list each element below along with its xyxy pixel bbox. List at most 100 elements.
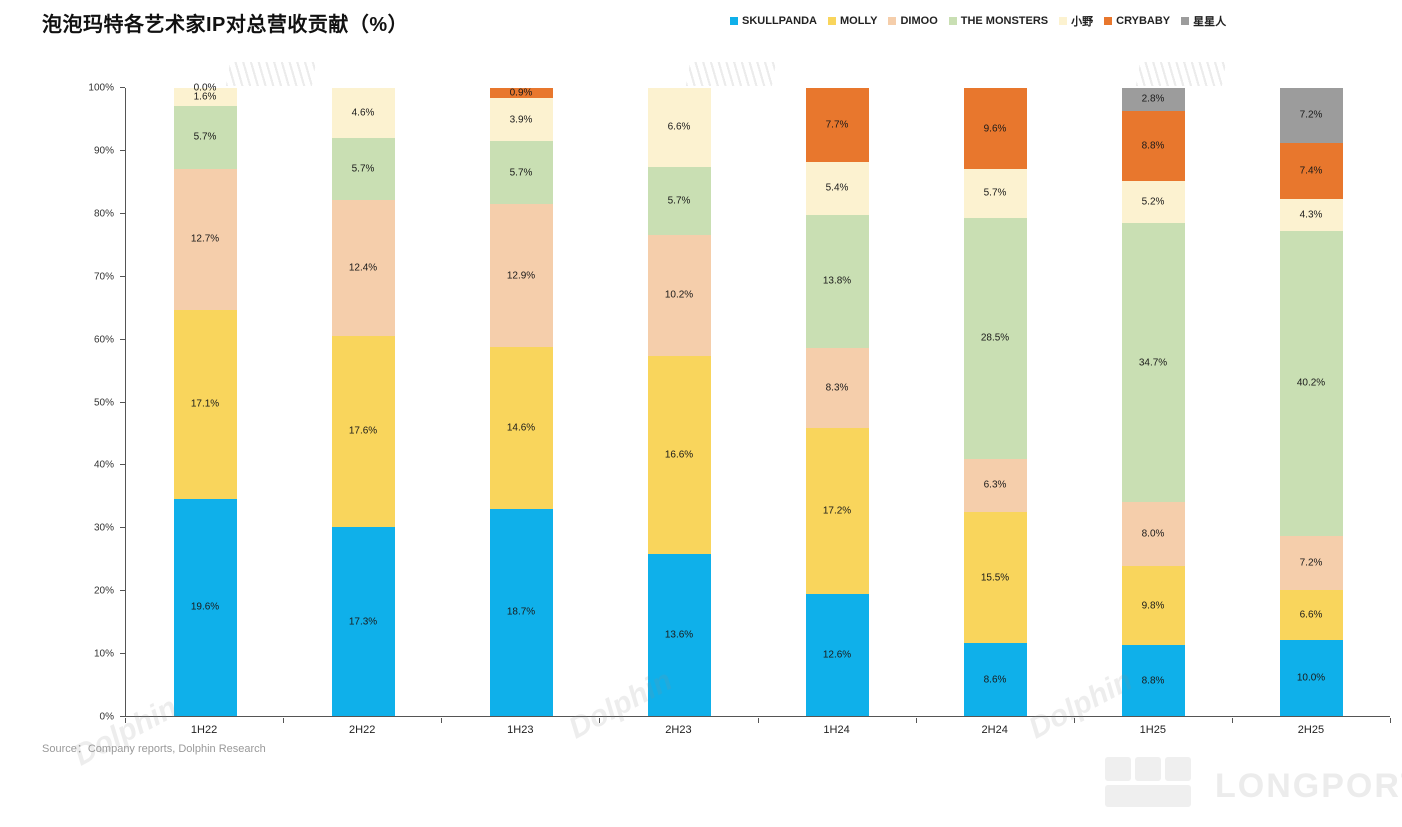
data-label: 12.6% [822, 649, 852, 661]
legend-swatch [827, 17, 836, 25]
data-label: 5.7% [193, 131, 217, 143]
segment-the-monsters: 5.7% [173, 105, 237, 169]
segment-小野: 5.7% [963, 169, 1027, 218]
legend-swatch [948, 17, 957, 25]
stacked-bar-2h25: 10.0% 6.6% 7.2% 40.2% 4.3% 7.4% 7.2% [1279, 88, 1343, 716]
segment-小野: 1.6% [173, 88, 237, 106]
segment-the-monsters: 40.2% [1279, 231, 1343, 536]
y-tick-label: 90% [93, 145, 114, 157]
bar-slot-1h22: 19.6% 17.1% 12.7% 5.7% 1.6% 0.0% [126, 83, 284, 716]
x-tick-label: 2H22 [349, 724, 376, 736]
y-tick-label: 20% [93, 585, 114, 597]
data-label: 10.2% [664, 289, 694, 301]
segment-小野: 4.3% [1279, 198, 1343, 232]
data-label: 5.7% [667, 195, 691, 207]
segment-dimoo: 12.7% [173, 168, 237, 310]
data-label: 18.7% [506, 606, 536, 618]
y-tick-mark [120, 527, 125, 529]
data-label: 1.6% [193, 91, 217, 103]
segment-小野: 5.4% [805, 162, 869, 215]
segment-molly: 17.2% [805, 428, 869, 595]
segment-dimoo: 12.4% [331, 200, 395, 336]
legend-swatch [1059, 17, 1068, 25]
legend-item-小野: 小野 [1059, 13, 1093, 29]
x-tick-label: 1H24 [823, 724, 850, 736]
y-tick-mark [120, 275, 125, 277]
watermark-hatch [225, 62, 317, 86]
data-label: 34.7% [1138, 357, 1168, 369]
source-note: Source：Company reports, Dolphin Research [42, 743, 266, 755]
data-label: 12.4% [348, 262, 378, 274]
bar-slot-2h25: 10.0% 6.6% 7.2% 40.2% 4.3% 7.4% 7.2% [1232, 88, 1390, 716]
data-label: 6.3% [983, 479, 1007, 491]
plot-area: 19.6% 17.1% 12.7% 5.7% 1.6% 0.0% 17.3% 17.6% 12.… [125, 83, 1390, 717]
data-label: 17.6% [348, 425, 378, 437]
data-label: 8.8% [1141, 140, 1165, 152]
bar-slot-2h24: 8.6% 15.5% 6.3% 28.5% 5.7% 9.6% [916, 88, 1074, 716]
segment-dimoo: 7.2% [1279, 535, 1343, 591]
x-axis-labels: 1H22 2H22 1H23 2H23 1H24 2H24 1H25 2H25 [125, 724, 1390, 736]
segment-dimoo: 8.3% [805, 347, 869, 429]
longport-logo-text: LONGPORT [1215, 766, 1402, 805]
y-tick-mark [120, 716, 125, 717]
segment-skullpanda: 13.6% [647, 553, 711, 716]
segment-crybaby: 7.4% [1279, 142, 1343, 199]
stacked-bar-1h22: 19.6% 17.1% 12.7% 5.7% 1.6% 0.0% [173, 83, 237, 716]
x-tick-label: 1H25 [1139, 724, 1166, 736]
data-label: 9.6% [983, 123, 1007, 135]
y-tick-label: 40% [93, 459, 114, 471]
segment-skullpanda: 10.0% [1279, 640, 1343, 716]
segment-小野: 4.6% [331, 88, 395, 139]
data-label: 12.7% [190, 233, 220, 245]
legend-swatch [730, 17, 738, 25]
data-label: 2.8% [1141, 93, 1165, 105]
data-label: 17.1% [190, 398, 220, 410]
segment-crybaby: 7.7% [805, 88, 869, 163]
segment-dimoo: 8.0% [1121, 502, 1185, 567]
data-label: 6.6% [1299, 609, 1323, 621]
y-tick-mark [120, 212, 125, 214]
data-label: 5.2% [1141, 196, 1165, 208]
segment-molly: 9.8% [1121, 566, 1185, 646]
segment-molly: 14.6% [489, 347, 553, 509]
x-axis-ticks [125, 718, 1391, 724]
y-tick-mark [120, 87, 125, 88]
legend-label: DIMOO [900, 15, 938, 27]
data-label: 10.0% [1296, 672, 1326, 684]
x-tick-mark [1073, 718, 1075, 723]
legend: SKULLPANDA MOLLY DIMOO THE MONSTERS 小野 CRYBAB… [730, 13, 1226, 29]
data-label: 5.4% [825, 182, 849, 194]
data-label: 9.8% [1141, 600, 1165, 612]
legend-swatch [888, 17, 897, 25]
data-label: 14.6% [506, 422, 536, 434]
data-label: 28.5% [980, 332, 1010, 344]
data-label: 13.6% [664, 629, 694, 641]
legend-label: SKULLPANDA [742, 15, 817, 27]
segment-molly: 17.6% [331, 335, 395, 528]
data-label: 6.6% [667, 121, 691, 133]
data-label: 4.6% [351, 107, 375, 119]
data-label: 3.9% [509, 114, 533, 126]
legend-label: MOLLY [839, 15, 878, 27]
segment-crybaby: 9.6% [963, 88, 1027, 170]
data-label: 17.3% [348, 616, 378, 628]
data-label: 8.3% [825, 382, 849, 394]
segment-molly: 6.6% [1279, 590, 1343, 641]
legend-label: 星星人 [1193, 16, 1227, 28]
stacked-bar-2h22: 17.3% 17.6% 12.4% 5.7% 4.6% [331, 88, 395, 716]
stacked-bar-2h23: 13.6% 16.6% 10.2% 5.7% 6.6% [647, 88, 711, 716]
y-tick-label: 60% [93, 334, 114, 346]
legend-swatch [1104, 17, 1113, 25]
stacked-bar-1h24: 12.6% 17.2% 8.3% 13.8% 5.4% 7.7% [805, 88, 869, 716]
longport-logo-icon [1105, 757, 1197, 815]
data-label: 4.3% [1299, 209, 1323, 221]
bar-slot-2h23: 13.6% 16.6% 10.2% 5.7% 6.6% [600, 88, 758, 716]
y-tick-mark [120, 653, 125, 655]
y-tick-mark [120, 401, 125, 403]
x-tick-mark [1231, 718, 1233, 723]
bar-slot-1h24: 12.6% 17.2% 8.3% 13.8% 5.4% 7.7% [758, 88, 916, 716]
data-label: 12.9% [506, 270, 536, 282]
data-label: 5.7% [351, 163, 375, 175]
watermark-hatch [1135, 62, 1227, 86]
legend-item-dimoo: DIMOO [888, 15, 938, 27]
